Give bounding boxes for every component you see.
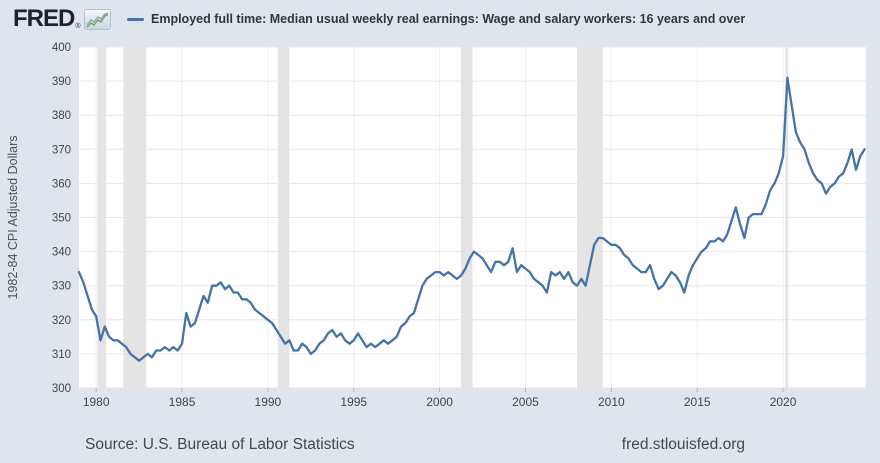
y-tick-label: 320 xyxy=(52,315,71,327)
recession-band xyxy=(785,47,789,388)
x-tick-label: 2020 xyxy=(770,395,797,409)
legend-line-marker xyxy=(127,18,144,21)
recession-band xyxy=(277,47,290,388)
x-tick-label: 1995 xyxy=(340,395,367,409)
legend: Employed full time: Median usual weekly … xyxy=(127,12,745,27)
x-tick-label: 2015 xyxy=(684,395,711,409)
chart-plot-area[interactable]: 300 310 320 330 340 350 360 370 380 390 400 1980 198… xyxy=(0,0,880,425)
y-axis-title: 1982-84 CPI Adjusted Dollars xyxy=(6,136,20,300)
y-tick-label: 310 xyxy=(52,349,71,361)
x-tick-label: 2010 xyxy=(598,395,625,409)
y-tick-label: 370 xyxy=(52,144,71,156)
recession-band xyxy=(576,47,603,388)
y-tick-label: 360 xyxy=(52,178,71,190)
registered-mark-icon: ® xyxy=(75,23,81,30)
recession-band xyxy=(461,47,473,388)
y-tick-label: 390 xyxy=(52,76,71,88)
y-tick-label: 380 xyxy=(52,110,71,122)
x-tick-label: 2000 xyxy=(426,395,453,409)
chart-footer: Source: U.S. Bureau of Labor Statistics … xyxy=(0,436,880,460)
x-tick-label: 1980 xyxy=(83,395,110,409)
y-tick-label: 300 xyxy=(52,383,71,395)
y-tick-label: 400 xyxy=(52,42,71,54)
y-tick-label: 340 xyxy=(52,247,71,259)
fred-logo-text: FRED xyxy=(13,5,75,32)
recession-band xyxy=(97,47,107,388)
chart-header: FRED ® Employed full time: Median usual … xyxy=(0,0,880,42)
y-tick-label: 350 xyxy=(52,213,71,225)
x-tick-label: 2005 xyxy=(512,395,539,409)
source-note: Source: U.S. Bureau of Labor Statistics xyxy=(85,436,355,453)
fred-link[interactable]: fred.stlouisfed.org xyxy=(621,436,745,453)
recession-band xyxy=(123,47,147,388)
fred-logo[interactable]: FRED ® xyxy=(13,7,111,31)
x-tick-label: 1990 xyxy=(255,395,282,409)
x-tick-label: 1985 xyxy=(169,395,196,409)
earnings-series-line xyxy=(77,76,866,362)
y-tick-label: 330 xyxy=(52,281,71,293)
series-title: Employed full time: Median usual weekly … xyxy=(151,12,746,26)
fred-sparkline-icon xyxy=(83,8,111,30)
